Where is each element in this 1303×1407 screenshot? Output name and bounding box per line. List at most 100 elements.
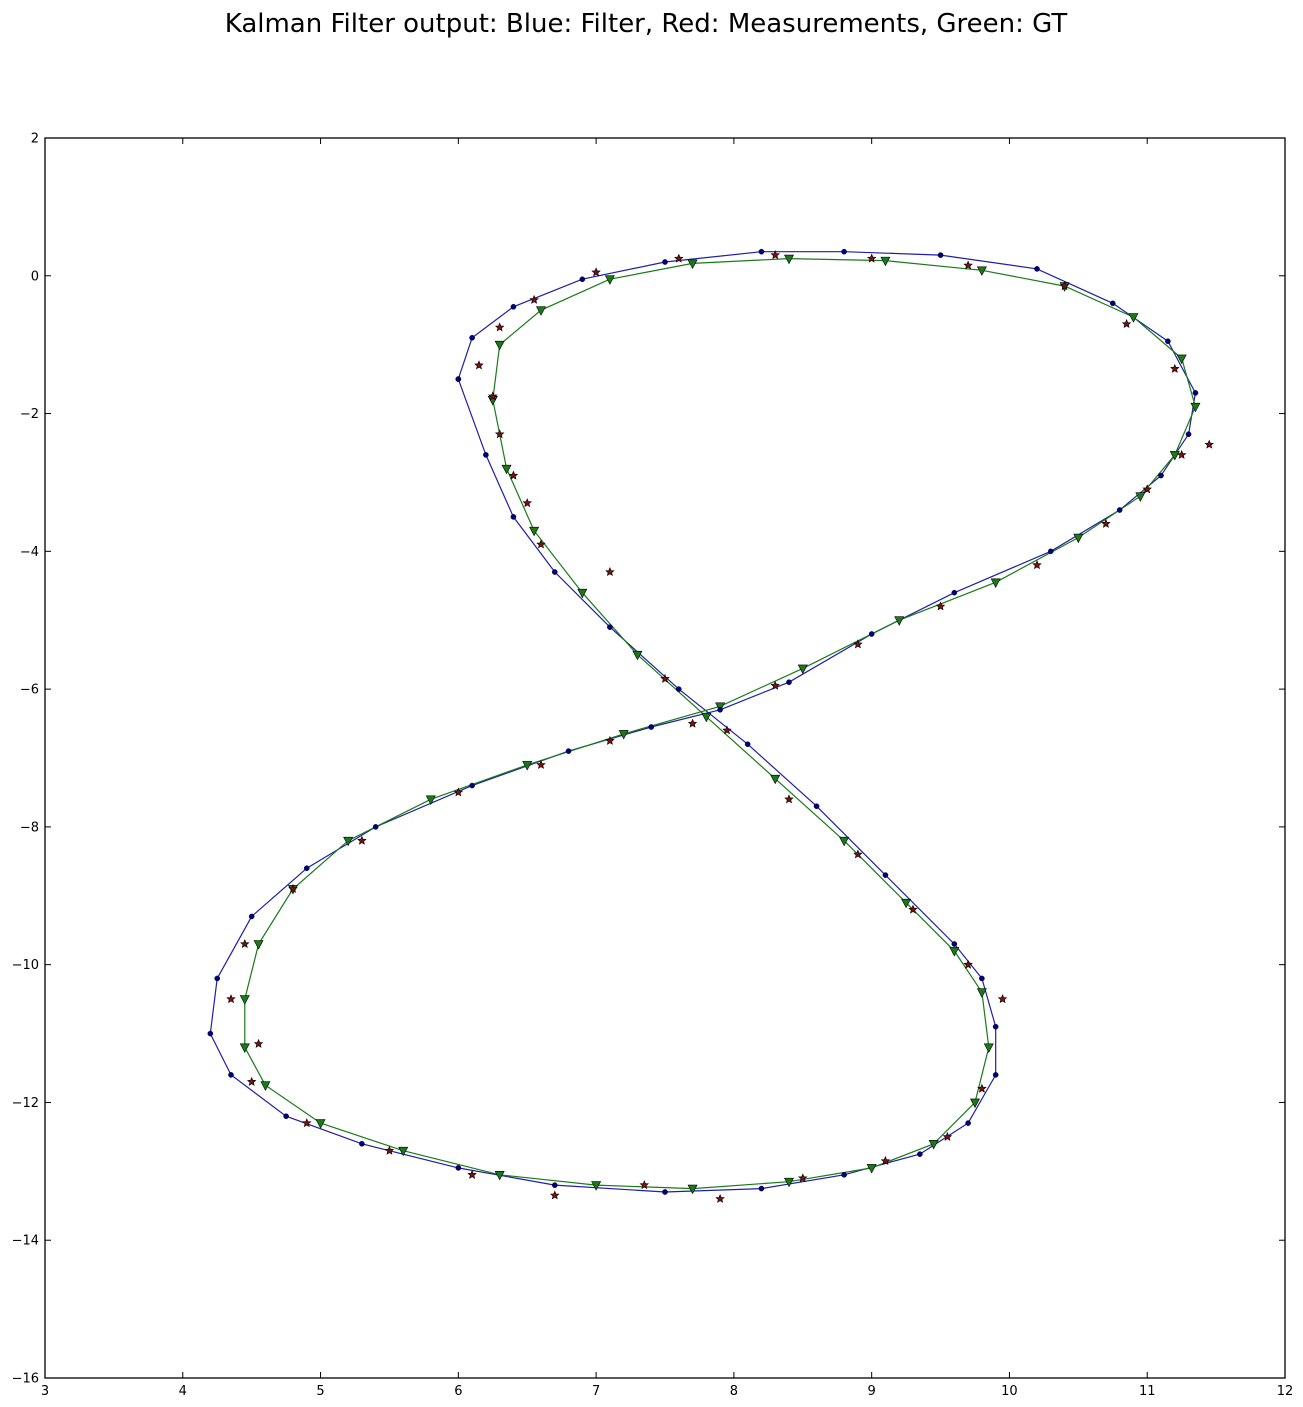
filter-point [759,1186,764,1191]
measurement-point [999,995,1007,1003]
gt-point [254,941,263,950]
filter-point [938,253,943,258]
measurement-point [592,268,600,276]
measurement-point [255,1040,263,1048]
gt-point [261,1082,270,1091]
filter-point [552,569,557,574]
y-tick-label: −8 [20,820,39,835]
filter-point [662,1189,667,1194]
filter-point [883,873,888,878]
y-tick-label: −16 [12,1372,39,1387]
x-tick-label: 6 [454,1384,462,1399]
filter-point [649,724,654,729]
measurement-point [944,1133,952,1141]
gt-point [240,996,249,1005]
filter-point [552,1183,557,1188]
measurement-point [606,568,614,576]
measurement-point [785,795,793,803]
measurement-point [1205,440,1213,448]
measurement-point [551,1191,559,1199]
gt-point [426,796,435,805]
measurement-point [1123,320,1131,328]
filter-point [993,1072,998,1077]
measurement-point [454,788,462,796]
filter-point [814,804,819,809]
gt-point [1136,493,1145,502]
plot-area [208,249,1213,1202]
filter-point [511,304,516,309]
gt-point [977,989,986,998]
gt-point [592,1182,601,1191]
measurement-point [248,1078,256,1086]
x-tick-label: 11 [1139,1384,1156,1399]
filter-point [917,1152,922,1157]
measurement-point [854,640,862,648]
filter-point [676,687,681,692]
measurement-point [964,261,972,269]
gt-point [1129,314,1138,323]
x-tick-label: 12 [1277,1384,1294,1399]
filter-point [1110,301,1115,306]
gt-point [537,307,546,316]
gt-point [502,465,511,474]
gt-point [702,713,711,722]
filter-point [1034,266,1039,271]
filter-point [359,1141,364,1146]
x-tick-label: 8 [730,1384,738,1399]
x-tick-label: 7 [592,1384,600,1399]
x-tick-label: 10 [1001,1384,1018,1399]
filter-point [1186,432,1191,437]
gt-point [895,617,904,626]
filter-point [1158,473,1163,478]
gt-point [688,1185,697,1194]
filter-point [869,631,874,636]
measurement-point [661,675,669,683]
y-tick-label: 0 [31,269,39,284]
filter-point [1193,390,1198,395]
y-tick-label: −2 [20,407,39,422]
measurement-point [689,719,697,727]
filter-point [993,1024,998,1029]
measurement-point [475,361,483,369]
filter-point [842,1172,847,1177]
filter-point [456,377,461,382]
filter-point [566,749,571,754]
y-tick-label: −10 [12,958,39,973]
y-tick-label: 2 [31,132,39,147]
filter-point [470,783,475,788]
measurement-point [523,499,531,507]
measurement-point [227,995,235,1003]
filter-point [718,707,723,712]
filter-point [607,625,612,630]
filter-point [470,335,475,340]
measurement-point [537,540,545,548]
gt-point [240,1044,249,1053]
filter-point [662,259,667,264]
filter-point [1048,549,1053,554]
gt-point [495,341,504,350]
filter-point [249,914,254,919]
filter-point [456,1165,461,1170]
filter-point [208,1031,213,1036]
filter-point [580,277,585,282]
filter-point [373,824,378,829]
filter-point [511,514,516,519]
gt-point [771,775,780,784]
y-axis: 20−2−4−6−8−10−12−14−16 [12,132,1285,1387]
gt-point [984,1044,993,1053]
filter-point [483,452,488,457]
filter-point [1165,339,1170,344]
gt-point [1074,534,1083,543]
x-tick-label: 3 [41,1384,49,1399]
filter-point [786,680,791,685]
y-tick-label: −14 [12,1234,39,1249]
measurement-point [1171,365,1179,373]
filter-point [1117,507,1122,512]
filter-point [284,1114,289,1119]
x-axis: 3 4 5 6 7 8 9 10 11 12 [41,138,1293,1399]
y-tick-label: −6 [20,683,39,698]
measurement-point [358,837,366,845]
filter-point [952,590,957,595]
x-tick-label: 9 [868,1384,876,1399]
